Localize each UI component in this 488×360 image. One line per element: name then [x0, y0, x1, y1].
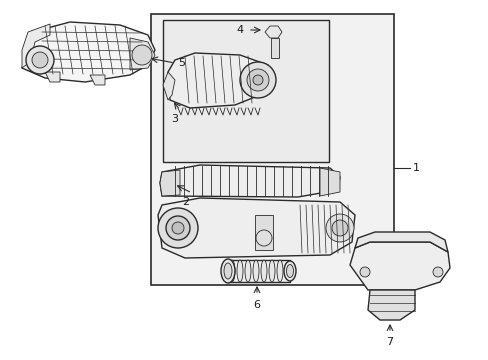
Bar: [163, 20, 328, 162]
Text: 1: 1: [412, 163, 419, 173]
Ellipse shape: [286, 265, 293, 278]
Circle shape: [165, 216, 190, 240]
Text: 6: 6: [253, 300, 260, 310]
Ellipse shape: [228, 260, 235, 282]
Text: 5: 5: [178, 58, 184, 68]
Circle shape: [325, 214, 353, 242]
Circle shape: [158, 208, 198, 248]
Polygon shape: [349, 242, 449, 290]
Ellipse shape: [252, 260, 259, 282]
Polygon shape: [354, 232, 447, 252]
Polygon shape: [22, 24, 50, 68]
Circle shape: [240, 62, 275, 98]
Ellipse shape: [224, 263, 231, 279]
Polygon shape: [168, 53, 269, 108]
Circle shape: [331, 220, 347, 236]
Text: 4: 4: [236, 25, 244, 35]
Polygon shape: [264, 26, 282, 38]
Ellipse shape: [237, 260, 243, 282]
Polygon shape: [45, 72, 60, 82]
Bar: [151, 14, 393, 285]
Polygon shape: [367, 290, 414, 320]
Bar: [270, 38, 279, 58]
Circle shape: [32, 52, 48, 68]
Circle shape: [252, 75, 263, 85]
Ellipse shape: [221, 259, 235, 283]
Circle shape: [359, 267, 369, 277]
Text: 3: 3: [171, 114, 178, 124]
Text: 7: 7: [386, 337, 393, 347]
Circle shape: [246, 69, 268, 91]
Bar: [254, 215, 272, 250]
Ellipse shape: [268, 260, 274, 282]
Circle shape: [256, 230, 271, 246]
Polygon shape: [158, 198, 354, 258]
Circle shape: [26, 46, 54, 74]
Ellipse shape: [261, 260, 266, 282]
Text: 2: 2: [182, 197, 189, 207]
Polygon shape: [227, 260, 289, 282]
Ellipse shape: [244, 260, 250, 282]
Polygon shape: [22, 22, 155, 82]
Ellipse shape: [276, 260, 283, 282]
Polygon shape: [90, 75, 105, 85]
Ellipse shape: [284, 261, 295, 281]
Polygon shape: [160, 165, 339, 197]
Circle shape: [172, 222, 183, 234]
Polygon shape: [319, 168, 339, 196]
Circle shape: [432, 267, 442, 277]
Polygon shape: [130, 38, 155, 70]
Polygon shape: [160, 170, 180, 196]
Polygon shape: [163, 72, 175, 100]
Circle shape: [132, 45, 152, 65]
